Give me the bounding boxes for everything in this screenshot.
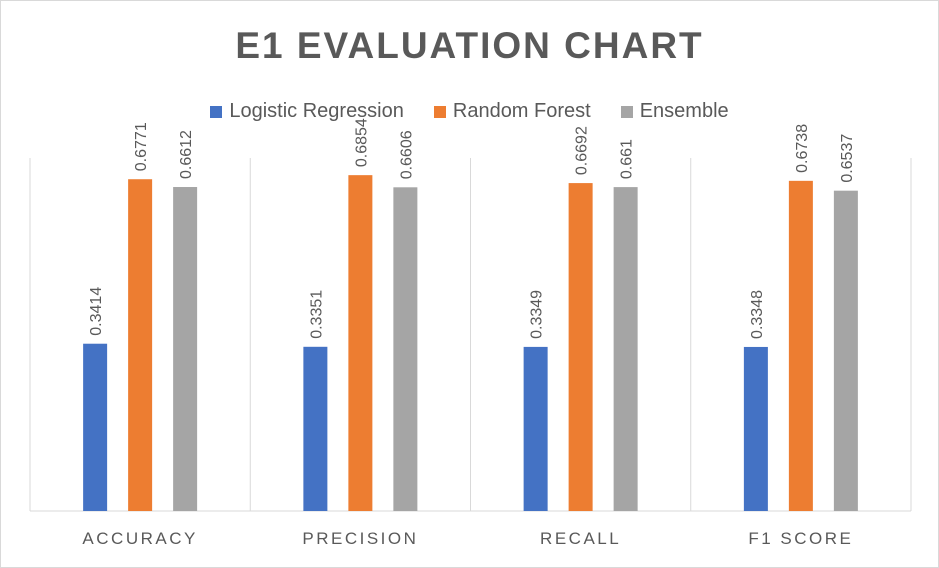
data-label: 0.3348 [749,290,766,339]
data-label: 0.3351 [308,290,325,339]
legend-item-random-forest: Random Forest [433,100,591,123]
bar-ensemble [613,187,638,512]
bar-ensemble [173,187,198,511]
legend-item-ensemble: Ensemble [620,100,729,123]
bar-random-forest [788,180,813,511]
legend-swatch-random-forest [433,105,446,118]
legend-label-random-forest: Random Forest [452,100,591,122]
legend-swatch-ensemble [620,105,633,118]
data-label: 0.6738 [794,124,811,173]
data-label: 0.3349 [529,290,546,339]
bar-ensemble [833,190,858,511]
category-label: PRECISION [302,529,418,548]
bar-random-forest [568,183,593,512]
chart-title: E1 EVALUATION CHART [235,25,704,66]
data-label: 0.6612 [178,130,195,179]
legend-label-ensemble: Ensemble [639,100,729,122]
data-label: 0.6537 [839,134,856,183]
data-label: 0.6771 [133,122,150,171]
bar-logistic-regression [83,343,108,511]
category-label: F1 SCORE [748,529,853,548]
legend-label-logistic-regression: Logistic Regression [229,100,404,122]
legend-swatch-logistic-regression [210,105,223,118]
bar-logistic-regression [743,346,768,511]
bar-logistic-regression [523,346,548,511]
data-label: 0.661 [619,139,636,179]
category-label: ACCURACY [82,529,197,548]
data-label: 0.6692 [574,126,591,175]
data-label: 0.3414 [88,287,105,336]
data-label: 0.6606 [398,130,415,179]
legend: Logistic Regression Random Forest Ensemb… [1,100,938,123]
bar-ensemble [393,187,418,511]
category-label: RECALL [540,529,621,548]
data-label: 0.6854 [353,118,370,167]
bar-random-forest [128,179,153,511]
bar-logistic-regression [303,346,328,511]
bar-random-forest [348,175,373,512]
legend-item-logistic-regression: Logistic Regression [210,100,404,123]
